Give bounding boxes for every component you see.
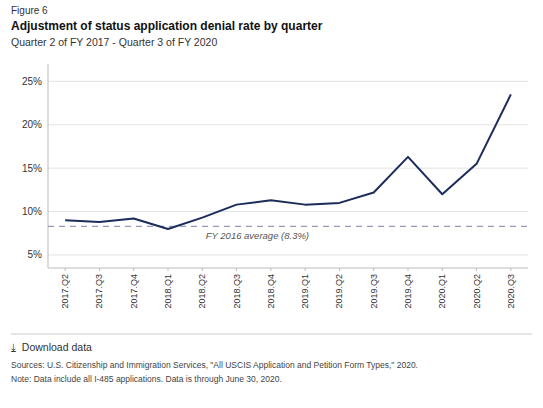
x-tick — [305, 268, 306, 271]
x-tick — [510, 268, 511, 271]
y-tick-label: 20% — [22, 119, 42, 130]
y-tick-label: 15% — [22, 163, 42, 174]
source-text: Sources: U.S. Citizenship and Immigratio… — [11, 360, 418, 370]
x-tick — [270, 268, 271, 271]
x-tick-label: 2018.Q2 — [197, 274, 207, 309]
note-text: Note: Data include all I-485 application… — [11, 374, 282, 384]
grid-line — [48, 124, 528, 125]
grid-line — [48, 211, 528, 212]
x-tick-label: 2017.Q2 — [60, 274, 70, 309]
y-tick-label: 10% — [22, 206, 42, 217]
x-tick — [133, 268, 134, 271]
x-tick-label: 2018.Q1 — [163, 274, 173, 309]
average-label: FY 2016 average (8.3%) — [206, 230, 309, 241]
x-tick — [442, 268, 443, 271]
x-tick — [99, 268, 100, 271]
x-tick — [236, 268, 237, 271]
x-tick-label: 2020.Q2 — [472, 274, 482, 309]
x-tick-label: 2019.Q3 — [369, 274, 379, 309]
x-tick — [65, 268, 66, 271]
x-tick-label: 2020.Q1 — [437, 274, 447, 309]
x-tick — [339, 268, 340, 271]
x-tick-label: 2018.Q4 — [266, 274, 276, 309]
figure-label: Figure 6 — [11, 5, 48, 16]
plot-area — [48, 94, 528, 229]
grid — [48, 81, 528, 255]
x-tick-label: 2018.Q3 — [232, 274, 242, 309]
x-tick-label: 2020.Q3 — [506, 274, 516, 309]
data-line — [65, 94, 511, 229]
x-tick — [476, 268, 477, 271]
x-tick-label: 2019.Q1 — [300, 274, 310, 309]
x-tick — [408, 268, 409, 271]
x-tick — [373, 268, 374, 271]
x-axis-line — [48, 268, 528, 269]
average-line — [48, 226, 528, 227]
x-tick-label: 2019.Q2 — [334, 274, 344, 309]
title: Adjustment of status application denial … — [11, 19, 323, 33]
x-tick-label: 2019.Q4 — [403, 274, 413, 309]
grid-line — [48, 81, 528, 82]
chart: Figure 6 Adjustment of status application… — [0, 0, 543, 408]
download-text: ⤓ Download data — [11, 341, 92, 353]
y-axis-line — [48, 64, 49, 268]
separator — [11, 334, 532, 335]
x-tick — [202, 268, 203, 271]
y-tick-label: 25% — [22, 76, 42, 87]
x-tick — [168, 268, 169, 271]
x-tick-label: 2017.Q4 — [129, 274, 139, 309]
x-tick-label: 2017.Q3 — [94, 274, 104, 309]
grid-line — [48, 168, 528, 169]
grid-line — [48, 254, 528, 255]
subtitle: Quarter 2 of FY 2017 - Quarter 3 of FY 2… — [11, 36, 217, 48]
y-tick-label: 5% — [28, 249, 43, 260]
